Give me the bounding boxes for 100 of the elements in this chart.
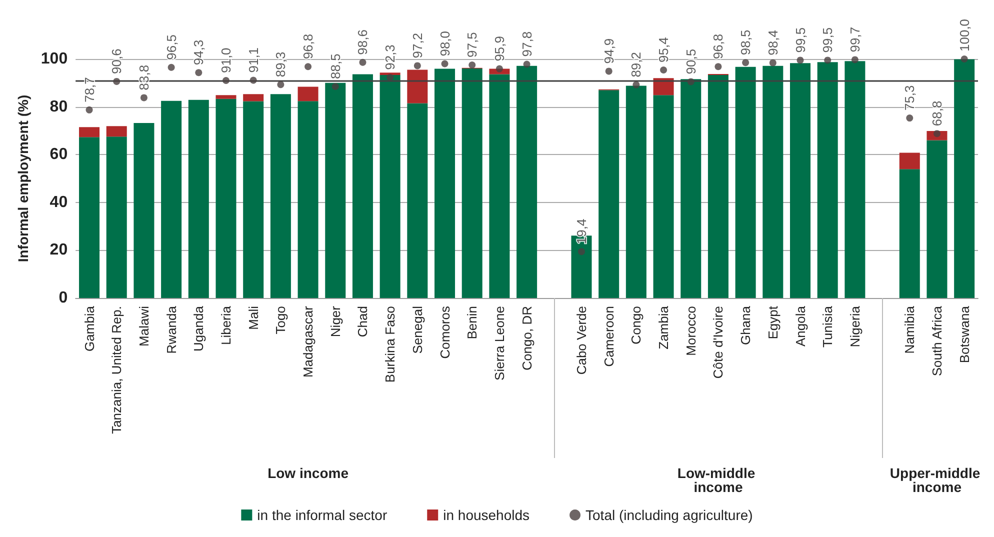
bar bbox=[188, 100, 209, 298]
data-label: 89,3 bbox=[273, 52, 288, 78]
x-tick-label: Liberia bbox=[218, 305, 234, 346]
point bbox=[140, 94, 148, 102]
x-tick-label: Niger bbox=[328, 305, 343, 338]
bar bbox=[489, 74, 510, 298]
point bbox=[468, 61, 476, 68]
point bbox=[687, 78, 694, 86]
point bbox=[195, 69, 202, 76]
bar bbox=[762, 66, 784, 298]
data-label: 97,8 bbox=[519, 31, 534, 57]
bar bbox=[653, 78, 674, 96]
x-tick-label: Nigeria bbox=[847, 305, 862, 348]
x-tick-label: Togo bbox=[273, 306, 288, 334]
bar bbox=[79, 127, 100, 138]
bar bbox=[462, 68, 482, 298]
data-label: 98,6 bbox=[355, 30, 370, 55]
point bbox=[168, 64, 175, 71]
x-tick-label: Congo bbox=[628, 306, 644, 344]
bar bbox=[243, 101, 264, 298]
point bbox=[714, 63, 722, 70]
x-tick-label: Comoros bbox=[437, 306, 452, 359]
point bbox=[578, 248, 585, 256]
text: Low income bbox=[268, 465, 349, 481]
data-label: 97,5 bbox=[464, 32, 480, 58]
data-label: 95,9 bbox=[492, 36, 507, 62]
data-label: 97,2 bbox=[410, 32, 425, 58]
bar bbox=[954, 59, 975, 298]
data-label: 90,6 bbox=[109, 48, 124, 74]
x-tick-label: Angola bbox=[792, 305, 808, 346]
bar bbox=[844, 61, 866, 298]
bar bbox=[106, 126, 127, 137]
bar bbox=[134, 123, 154, 298]
data-label: 99,7 bbox=[847, 26, 862, 52]
x-tick-label: Tunisia bbox=[820, 305, 836, 348]
point bbox=[906, 114, 914, 122]
bar bbox=[790, 63, 811, 298]
data-label: 99,5 bbox=[792, 27, 808, 53]
x-tick-label: Zambia bbox=[656, 305, 672, 350]
point bbox=[359, 58, 366, 66]
point bbox=[824, 56, 832, 64]
x-tick-label: South Africa bbox=[929, 305, 944, 376]
x-tick-label: Burkina Faso bbox=[382, 306, 398, 383]
point bbox=[86, 106, 93, 114]
data-label: 95,4 bbox=[656, 37, 672, 62]
data-label: 98,4 bbox=[765, 30, 780, 56]
x-tick-label: Chad bbox=[355, 306, 370, 338]
point bbox=[304, 63, 312, 70]
x-tick-label: Egypt bbox=[765, 306, 780, 340]
data-label: 98,0 bbox=[437, 30, 452, 56]
data-label: 90,5 bbox=[683, 48, 698, 74]
point bbox=[277, 81, 284, 88]
data-label: 99,5 bbox=[820, 27, 836, 53]
bar bbox=[243, 94, 264, 102]
x-tick-label: Morocco bbox=[683, 306, 698, 356]
y-tick-label: 0 bbox=[58, 290, 68, 306]
x-tick-label: Benin bbox=[464, 306, 480, 340]
bar bbox=[325, 82, 346, 298]
data-label: 68,8 bbox=[929, 100, 944, 126]
point bbox=[632, 81, 640, 88]
point bbox=[113, 78, 120, 85]
legend-label: in households bbox=[443, 507, 530, 523]
x-tick-label: Côte d'Ivoire bbox=[710, 306, 726, 379]
x-tick-label: Cameroon bbox=[601, 306, 616, 367]
bar bbox=[380, 75, 400, 298]
data-label: 88,5 bbox=[328, 54, 343, 79]
bar bbox=[626, 86, 646, 298]
point bbox=[222, 77, 230, 84]
point bbox=[496, 65, 503, 72]
bar bbox=[407, 70, 428, 104]
x-tick-label: Mali bbox=[246, 306, 261, 330]
point bbox=[742, 59, 750, 66]
bar bbox=[817, 62, 838, 298]
point bbox=[769, 59, 776, 66]
bar bbox=[735, 66, 756, 298]
bar bbox=[106, 136, 127, 298]
data-label: 94,9 bbox=[601, 38, 616, 64]
data-label: 96,8 bbox=[300, 34, 316, 60]
bar bbox=[407, 103, 428, 298]
bar bbox=[298, 101, 318, 298]
x-tick-label: Uganda bbox=[191, 305, 206, 352]
data-label: 100,0 bbox=[956, 18, 972, 52]
bar bbox=[161, 100, 182, 298]
bar bbox=[380, 72, 400, 76]
bar bbox=[708, 75, 728, 298]
y-tick-label: 40 bbox=[50, 194, 68, 211]
x-tick-label: Rwanda bbox=[164, 305, 179, 354]
bar bbox=[352, 74, 373, 298]
bar bbox=[216, 98, 236, 298]
bar bbox=[216, 95, 236, 99]
x-tick-label: Tanzania, United Rep. bbox=[109, 306, 124, 434]
point bbox=[605, 68, 612, 75]
point bbox=[250, 76, 257, 84]
x-tick-label: Madagascar bbox=[300, 305, 316, 378]
point bbox=[441, 60, 448, 68]
point bbox=[660, 66, 668, 74]
bar bbox=[598, 90, 620, 298]
y-tick-label: 80 bbox=[50, 98, 68, 116]
x-tick-label: Congo, DR bbox=[519, 306, 534, 370]
text: Low-middle income bbox=[677, 465, 760, 495]
